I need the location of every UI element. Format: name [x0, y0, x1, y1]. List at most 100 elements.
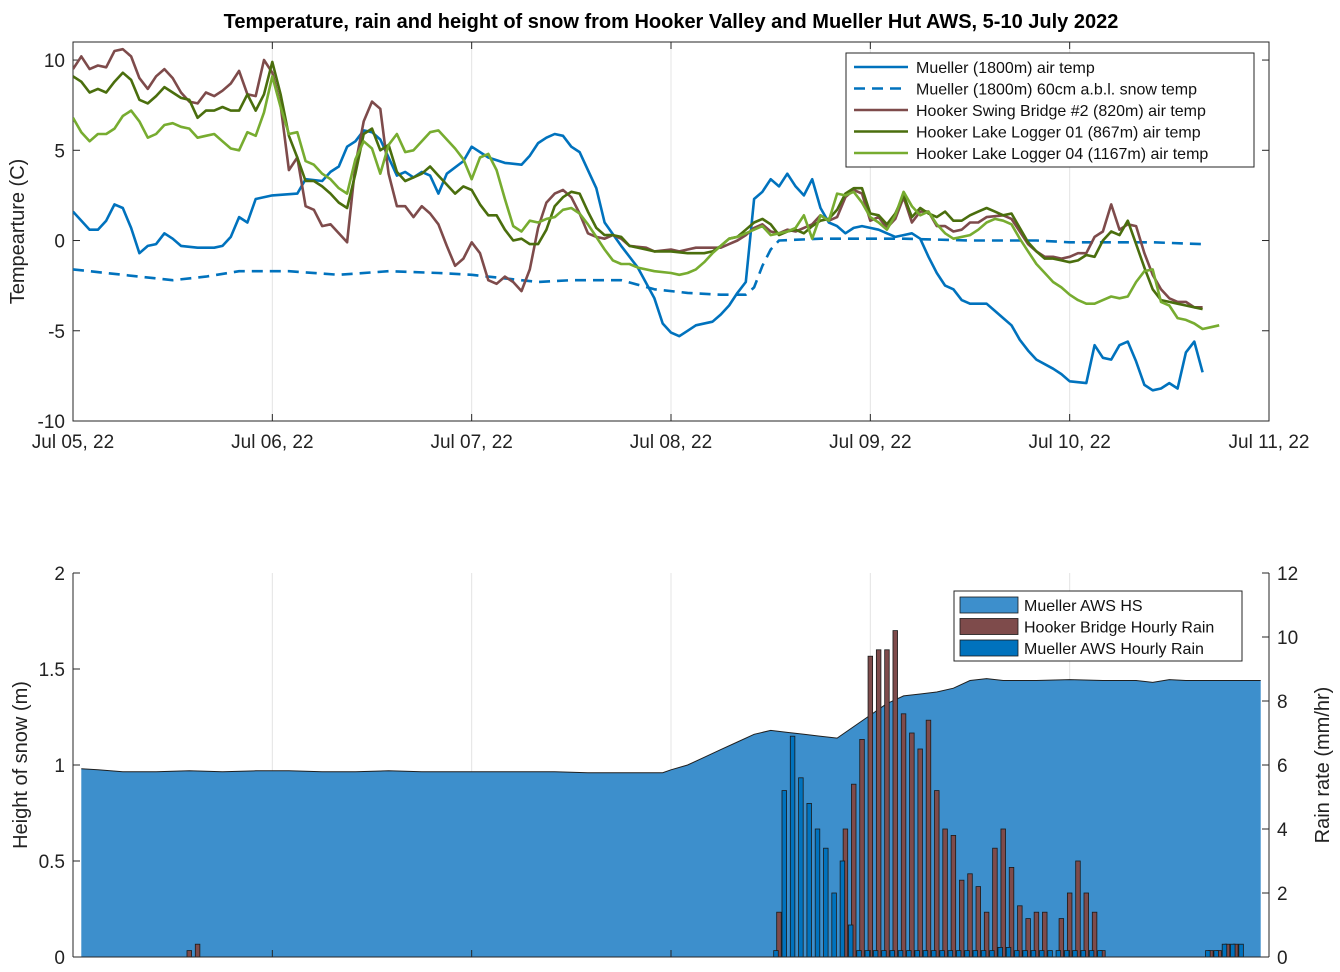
mueller-rain-bar — [939, 950, 945, 958]
hooker-rain-bar — [992, 847, 998, 958]
figure-title: Temperature, rain and height of snow fro… — [224, 11, 1119, 33]
mueller-rain-bar — [922, 950, 929, 958]
mueller-rain-bar — [889, 950, 895, 958]
mueller-rain-bar — [980, 950, 987, 958]
series-line-mueller-1800m-60cm-a-b-l-snow-temp — [73, 237, 1203, 296]
legend-swatch — [959, 639, 1019, 657]
mueller-rain-bar — [914, 950, 920, 958]
snow-height-area — [81, 678, 1261, 957]
hooker-rain-bar — [967, 873, 973, 958]
series-line-hooker-lake-logger-04-1167m-air-temp — [73, 75, 1220, 331]
y-right-tick-label: 2 — [1277, 884, 1288, 905]
hooker-rain-bar — [1066, 892, 1073, 958]
y-axis-label: Height of snow (m) — [10, 681, 32, 849]
x-tick-label: Jul 06, 22 — [231, 432, 313, 453]
mueller-rain-bar — [1238, 943, 1244, 958]
y-tick-label: 10 — [44, 51, 65, 72]
y-tick-label: 1 — [54, 756, 65, 777]
mueller-rain-bar — [989, 950, 995, 958]
mueller-rain-bar — [1022, 950, 1028, 958]
legend-swatch — [959, 596, 1019, 614]
hooker-rain-bar — [1083, 892, 1089, 958]
hooker-rain-bar — [917, 748, 923, 958]
legend-label: Mueller (1800m) air temp — [916, 60, 1095, 77]
y-tick-label: -5 — [48, 322, 65, 343]
y-tick-label: 0 — [54, 948, 65, 969]
mueller-rain-bar — [831, 892, 837, 958]
snow-height-outline — [81, 678, 1261, 774]
hooker-rain-bar — [900, 713, 907, 958]
mueller-rain-bar — [1213, 950, 1219, 958]
hooker-rain-bar — [925, 719, 932, 958]
hooker-rain-bar — [875, 649, 882, 958]
mueller-rain-bar — [1080, 950, 1086, 958]
y-right-tick-label: 12 — [1277, 564, 1298, 585]
y-right-axis-label: Rain rate (mm/hr) — [1312, 687, 1334, 844]
mueller-rain-bar — [848, 924, 854, 958]
hooker-rain-bar — [1008, 867, 1015, 958]
legend-swatch — [959, 618, 1019, 635]
mueller-rain-bar — [773, 950, 779, 958]
y-right-tick-label: 6 — [1277, 756, 1288, 777]
mueller-rain-bar — [798, 777, 804, 958]
legend-label: Hooker Lake Logger 01 (867m) air temp — [916, 125, 1201, 142]
y-tick-label: 1.5 — [39, 660, 65, 681]
mueller-rain-bar — [806, 803, 812, 958]
hooker-rain-bar — [1075, 860, 1081, 958]
legend-label: Hooker Bridge Hourly Rain — [1024, 620, 1214, 637]
y-right-tick-label: 0 — [1277, 948, 1288, 969]
legend-box — [845, 52, 1255, 168]
x-tick-label: Jul 05, 22 — [32, 432, 114, 453]
temperature-panel: -10 -5 0 5 10 Jul 05, 22 Jul 06, 22 Jul 07, 22 J… — [7, 41, 1310, 453]
mueller-rain-bar — [1047, 950, 1053, 958]
mueller-rain-bar — [839, 860, 846, 958]
mueller-rain-bar — [1063, 950, 1070, 958]
y-right-tick-label: 8 — [1277, 692, 1288, 713]
mueller-rain-bar — [897, 950, 904, 958]
x-tick-label: Jul 07, 22 — [430, 432, 512, 453]
mueller-rain-bar — [947, 950, 954, 958]
series-line-hooker-lake-logger-01-867m-air-temp — [73, 60, 1203, 311]
hooker-rain-bar — [959, 879, 965, 958]
legend-label: Mueller AWS HS — [1024, 598, 1143, 615]
y-right-tick-label: 10 — [1277, 628, 1298, 649]
legend-label: Hooker Lake Logger 04 (1167m) air temp — [916, 146, 1208, 163]
mueller-rain-bar — [1005, 947, 1012, 958]
x-tick-label: Jul 10, 22 — [1028, 432, 1110, 453]
mueller-rain-bar — [1097, 950, 1103, 958]
y-tick-label: 0 — [54, 232, 65, 253]
mueller-rain-bar — [823, 847, 829, 958]
y-tick-label: 2 — [54, 564, 65, 585]
mueller-rain-bar — [1221, 943, 1228, 958]
hooker-rain-bar — [884, 649, 890, 958]
mueller-rain-bar — [931, 950, 937, 958]
x-tick-label: Jul 11, 22 — [1229, 432, 1310, 453]
hooker-rain-bar — [186, 950, 192, 958]
mueller-rain-bar — [1039, 950, 1045, 958]
hooker-rain-bar — [867, 655, 874, 958]
mueller-rain-bar — [881, 950, 887, 958]
x-tick-label: Jul 09, 22 — [829, 432, 911, 453]
y-tick-label: 0.5 — [39, 852, 65, 873]
hooker-rain-bar — [1017, 905, 1023, 958]
mueller-rain-bar — [814, 828, 821, 958]
hooker-rain-bar — [950, 835, 957, 958]
legend-label: Hooker Swing Bridge #2 (820m) air temp — [916, 103, 1206, 120]
hooker-rain-bar — [892, 630, 898, 958]
mueller-rain-bar — [906, 950, 912, 958]
mueller-rain-bar — [997, 947, 1003, 958]
hooker-rain-bar — [942, 828, 948, 958]
hooker-rain-bar — [859, 739, 865, 958]
mueller-rain-bar — [1072, 950, 1078, 958]
series-line-mueller-1800m-air-temp — [73, 129, 1204, 392]
mueller-rain-bar — [872, 950, 879, 958]
mueller-rain-bar — [864, 950, 871, 958]
y-axis-label: Tempearture (C) — [7, 159, 29, 305]
hooker-rain-bar — [194, 943, 201, 958]
mueller-rain-bar — [1088, 950, 1095, 958]
hooker-rain-bar — [934, 790, 940, 958]
hooker-rain-bar — [1000, 828, 1006, 958]
mueller-rain-bar — [956, 950, 962, 958]
mueller-rain-bar — [1205, 950, 1211, 958]
